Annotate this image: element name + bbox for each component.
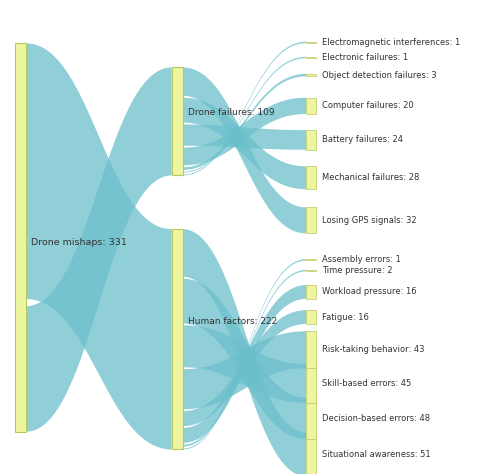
Bar bbox=[15, 43, 26, 432]
Polygon shape bbox=[26, 43, 172, 449]
Bar bbox=[306, 310, 316, 324]
Bar bbox=[306, 98, 316, 114]
Text: Battery failures: 24: Battery failures: 24 bbox=[322, 135, 404, 144]
Text: Computer failures: 20: Computer failures: 20 bbox=[322, 101, 414, 110]
Text: Skill-based errors: 45: Skill-based errors: 45 bbox=[322, 379, 412, 388]
Polygon shape bbox=[182, 98, 306, 189]
Polygon shape bbox=[182, 67, 306, 234]
Bar bbox=[306, 74, 316, 76]
Text: Fatigue: 16: Fatigue: 16 bbox=[322, 313, 369, 322]
Bar bbox=[306, 398, 316, 439]
Text: Drone mishaps: 331: Drone mishaps: 331 bbox=[31, 238, 127, 247]
Bar bbox=[306, 42, 316, 43]
Polygon shape bbox=[182, 74, 306, 170]
Polygon shape bbox=[182, 270, 306, 446]
Bar bbox=[306, 130, 316, 150]
Bar bbox=[306, 166, 316, 189]
Polygon shape bbox=[182, 279, 306, 439]
Bar bbox=[306, 364, 316, 403]
Bar bbox=[306, 285, 316, 299]
Bar bbox=[306, 270, 316, 271]
Text: Losing GPS signals: 32: Losing GPS signals: 32 bbox=[322, 216, 417, 225]
Text: Risk-taking behavior: 43: Risk-taking behavior: 43 bbox=[322, 345, 425, 354]
Polygon shape bbox=[182, 285, 306, 443]
Polygon shape bbox=[182, 331, 306, 409]
Polygon shape bbox=[26, 67, 172, 432]
Bar bbox=[172, 67, 182, 175]
Text: Situational awareness: 51: Situational awareness: 51 bbox=[322, 450, 431, 459]
Text: Time pressure: 2: Time pressure: 2 bbox=[322, 266, 393, 275]
Polygon shape bbox=[182, 124, 306, 150]
Polygon shape bbox=[182, 98, 306, 165]
Polygon shape bbox=[182, 42, 306, 175]
Text: Object detection failures: 3: Object detection failures: 3 bbox=[322, 71, 437, 79]
Polygon shape bbox=[182, 310, 306, 426]
Polygon shape bbox=[182, 325, 306, 403]
Bar bbox=[306, 433, 316, 475]
Text: Decision-based errors: 48: Decision-based errors: 48 bbox=[322, 414, 430, 423]
Text: Electromagnetic interferences: 1: Electromagnetic interferences: 1 bbox=[322, 38, 460, 47]
Bar bbox=[172, 229, 182, 449]
Text: Drone failures: 109: Drone failures: 109 bbox=[188, 108, 274, 117]
Text: Mechanical failures: 28: Mechanical failures: 28 bbox=[322, 173, 420, 182]
Polygon shape bbox=[182, 57, 306, 173]
Text: Assembly errors: 1: Assembly errors: 1 bbox=[322, 255, 401, 264]
Text: Electronic failures: 1: Electronic failures: 1 bbox=[322, 53, 408, 62]
Bar bbox=[306, 57, 316, 58]
Bar bbox=[306, 331, 316, 368]
Polygon shape bbox=[182, 229, 306, 475]
Text: Workload pressure: 16: Workload pressure: 16 bbox=[322, 287, 417, 296]
Bar bbox=[306, 208, 316, 234]
Bar bbox=[306, 259, 316, 260]
Text: Human factors: 222: Human factors: 222 bbox=[188, 317, 277, 326]
Polygon shape bbox=[182, 259, 306, 449]
